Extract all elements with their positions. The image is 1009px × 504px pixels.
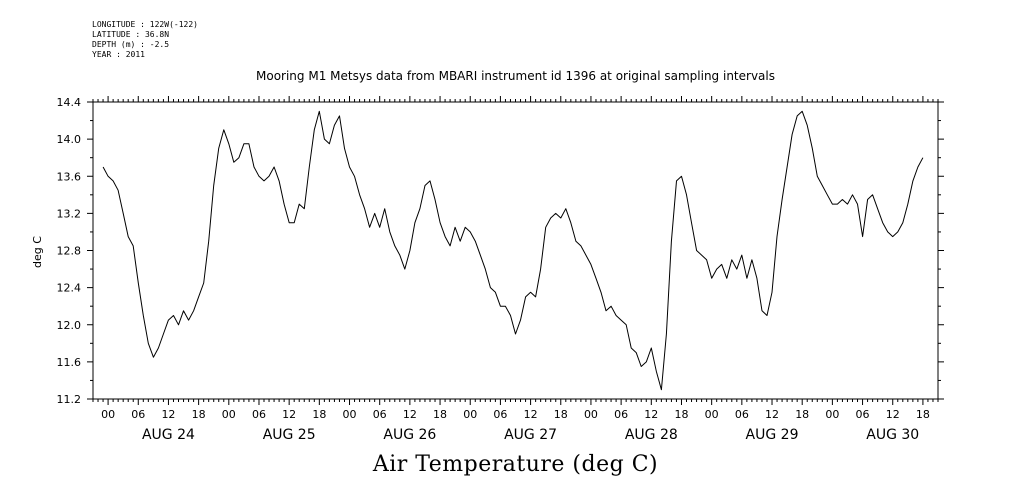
x-tick-label: 12 <box>282 408 296 421</box>
x-tick-label: 12 <box>524 408 538 421</box>
x-tick-label: 18 <box>795 408 809 421</box>
x-tick-label: 06 <box>493 408 507 421</box>
x-tick-label: 18 <box>192 408 206 421</box>
x-day-label: AUG 24 <box>142 427 195 443</box>
x-tick-label: 18 <box>433 408 447 421</box>
y-axis-label: deg C <box>31 236 44 268</box>
y-tick-label: 12.4 <box>57 282 82 295</box>
y-tick-label: 14.0 <box>57 133 82 146</box>
x-tick-label: 18 <box>674 408 688 421</box>
y-tick-label: 12.8 <box>57 245 82 258</box>
x-tick-label: 12 <box>403 408 417 421</box>
x-tick-label: 00 <box>222 408 236 421</box>
x-tick-label: 18 <box>312 408 326 421</box>
x-tick-label: 00 <box>705 408 719 421</box>
x-day-label: AUG 27 <box>504 427 557 443</box>
x-tick-label: 18 <box>554 408 568 421</box>
depth-label: DEPTH (m) : -2.5 <box>92 40 170 49</box>
y-tick-label: 14.4 <box>57 96 82 109</box>
x-tick-label: 00 <box>101 408 115 421</box>
x-tick-label: 00 <box>825 408 839 421</box>
y-tick-label: 13.2 <box>57 207 82 220</box>
x-tick-label: 12 <box>886 408 900 421</box>
plot-frame <box>92 101 939 400</box>
x-tick-label: 06 <box>131 408 145 421</box>
x-tick-label: 06 <box>252 408 266 421</box>
x-tick-label: 12 <box>161 408 175 421</box>
x-tick-label: 06 <box>735 408 749 421</box>
longitude-label: LONGITUDE : 122W(-122) <box>92 20 198 29</box>
x-day-label: AUG 25 <box>263 427 316 443</box>
x-tick-label: 18 <box>916 408 930 421</box>
latitude-label: LATITUDE : 36.8N <box>92 30 170 39</box>
x-tick-label: 00 <box>463 408 477 421</box>
x-tick-label: 00 <box>584 408 598 421</box>
y-tick-label: 13.6 <box>57 170 82 183</box>
y-tick-label: 11.2 <box>57 393 82 406</box>
metadata-block: LONGITUDE : 122W(-122) LATITUDE : 36.8N … <box>92 20 198 60</box>
x-tick-label: 12 <box>644 408 658 421</box>
y-tick-label: 11.6 <box>57 356 82 369</box>
x-axis-label: Air Temperature (deg C) <box>372 452 659 477</box>
x-day-label: AUG 26 <box>383 427 436 443</box>
x-tick-label: 06 <box>373 408 387 421</box>
x-day-label: AUG 30 <box>866 427 919 443</box>
x-tick-label: 06 <box>614 408 628 421</box>
year-label: YEAR : 2011 <box>92 50 145 59</box>
chart-title: Mooring M1 Metsys data from MBARI instru… <box>256 69 775 83</box>
x-tick-label: 12 <box>765 408 779 421</box>
y-tick-label: 12.0 <box>57 319 82 332</box>
x-tick-label: 00 <box>343 408 357 421</box>
series-line-air-temperature <box>102 110 924 391</box>
x-day-label: AUG 28 <box>625 427 678 443</box>
x-tick-label: 06 <box>856 408 870 421</box>
x-day-label: AUG 29 <box>746 427 799 443</box>
